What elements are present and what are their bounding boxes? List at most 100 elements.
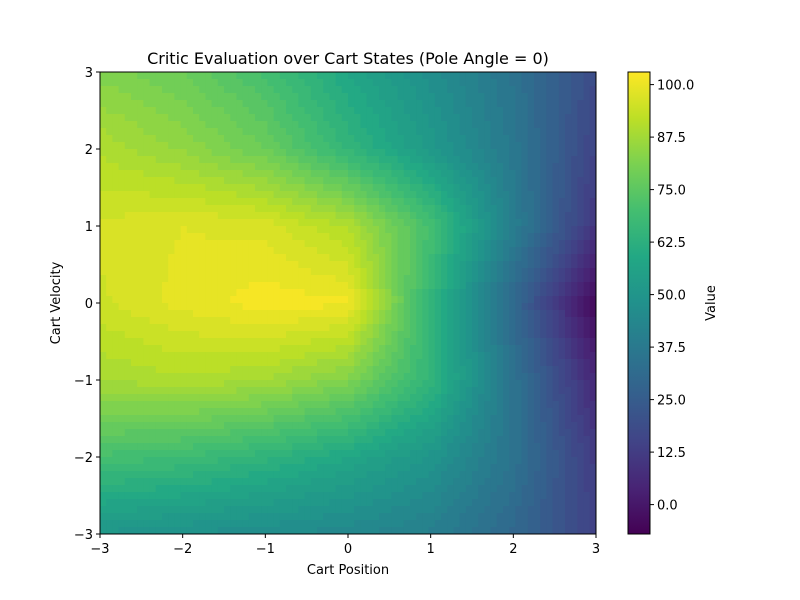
- contour-cell: [329, 387, 337, 395]
- contour-cell: [236, 499, 244, 507]
- contour-cell: [230, 100, 237, 108]
- contour-cell: [118, 79, 126, 87]
- contour-cell: [323, 387, 330, 395]
- contour-cell: [106, 212, 113, 220]
- contour-cell: [441, 296, 448, 304]
- contour-cell: [242, 289, 250, 297]
- contour-cell: [478, 457, 485, 465]
- contour-cell: [534, 345, 541, 353]
- contour-cell: [441, 163, 448, 171]
- contour-cell: [236, 366, 244, 374]
- contour-cell: [441, 408, 448, 416]
- contour-cell: [540, 191, 547, 199]
- contour-cell: [304, 205, 312, 213]
- contour-cell: [490, 93, 498, 101]
- contour-cell: [577, 478, 585, 486]
- contour-cell: [397, 359, 405, 367]
- contour-cell: [149, 324, 157, 332]
- contour-cell: [552, 268, 560, 276]
- contour-cell: [304, 436, 312, 444]
- contour-cell: [589, 324, 596, 332]
- contour-cell: [224, 254, 231, 262]
- contour-cell: [571, 296, 578, 304]
- contour-cell: [236, 100, 244, 108]
- contour-cell: [441, 303, 448, 311]
- contour-cell: [211, 219, 219, 227]
- contour-cell: [317, 72, 324, 80]
- contour-cell: [366, 310, 374, 318]
- contour-cell: [583, 156, 591, 164]
- contour-cell: [267, 485, 275, 493]
- contour-cell: [298, 296, 306, 304]
- contour-cell: [298, 149, 306, 157]
- contour-cell: [416, 268, 423, 276]
- contour-cell: [434, 184, 442, 192]
- contour-cell: [304, 142, 312, 150]
- contour-cell: [546, 331, 554, 339]
- contour-cell: [484, 72, 492, 80]
- contour-cell: [267, 506, 275, 514]
- contour-cell: [211, 443, 219, 451]
- contour-cell: [565, 485, 572, 493]
- contour-cell: [304, 366, 312, 374]
- contour-cell: [583, 338, 591, 346]
- contour-cell: [310, 338, 318, 346]
- contour-cell: [552, 373, 560, 381]
- contour-cell: [323, 408, 330, 416]
- contour-cell: [422, 485, 430, 493]
- contour-cell: [193, 408, 200, 416]
- contour-cell: [180, 296, 188, 304]
- contour-cell: [279, 324, 287, 332]
- contour-cell: [527, 79, 535, 87]
- contour-cell: [304, 156, 312, 164]
- contour-cell: [335, 93, 343, 101]
- contour-cell: [180, 149, 188, 157]
- contour-cell: [211, 387, 219, 395]
- contour-cell: [180, 373, 188, 381]
- contour-cell: [391, 191, 399, 199]
- contour-cell: [465, 310, 473, 318]
- contour-cell: [199, 352, 206, 360]
- contour-cell: [131, 79, 138, 87]
- contour-cell: [416, 317, 423, 325]
- contour-cell: [589, 254, 596, 262]
- contour-cell: [484, 429, 492, 437]
- contour-cell: [199, 177, 206, 185]
- contour-cell: [292, 338, 299, 346]
- contour-cell: [360, 100, 368, 108]
- contour-cell: [273, 142, 281, 150]
- contour-cell: [205, 324, 213, 332]
- contour-cell: [459, 247, 467, 255]
- contour-cell: [168, 366, 175, 374]
- contour-cell: [496, 422, 504, 430]
- contour-cell: [230, 233, 237, 241]
- contour-cell: [583, 352, 591, 360]
- contour-cell: [279, 233, 287, 241]
- contour-cell: [527, 86, 535, 94]
- contour-cell: [100, 394, 107, 402]
- contour-cell: [131, 247, 138, 255]
- contour-cell: [186, 128, 194, 136]
- contour-cell: [546, 436, 554, 444]
- contour-cell: [385, 485, 392, 493]
- contour-cell: [558, 352, 566, 360]
- contour-cell: [317, 163, 324, 171]
- contour-cell: [155, 149, 163, 157]
- contour-cell: [193, 387, 200, 395]
- contour-cell: [490, 114, 498, 122]
- contour-cell: [168, 471, 175, 479]
- contour-cell: [248, 268, 256, 276]
- contour-cell: [503, 240, 510, 248]
- contour-cell: [323, 450, 330, 458]
- contour-cell: [478, 289, 485, 297]
- contour-cell: [490, 331, 498, 339]
- contour-cell: [379, 198, 386, 206]
- contour-cell: [354, 457, 361, 465]
- contour-cell: [465, 373, 473, 381]
- contour-cell: [540, 72, 547, 80]
- contour-cell: [205, 212, 213, 220]
- contour-cell: [447, 86, 454, 94]
- contour-cell: [162, 296, 169, 304]
- contour-cell: [261, 79, 268, 87]
- contour-cell: [323, 268, 330, 276]
